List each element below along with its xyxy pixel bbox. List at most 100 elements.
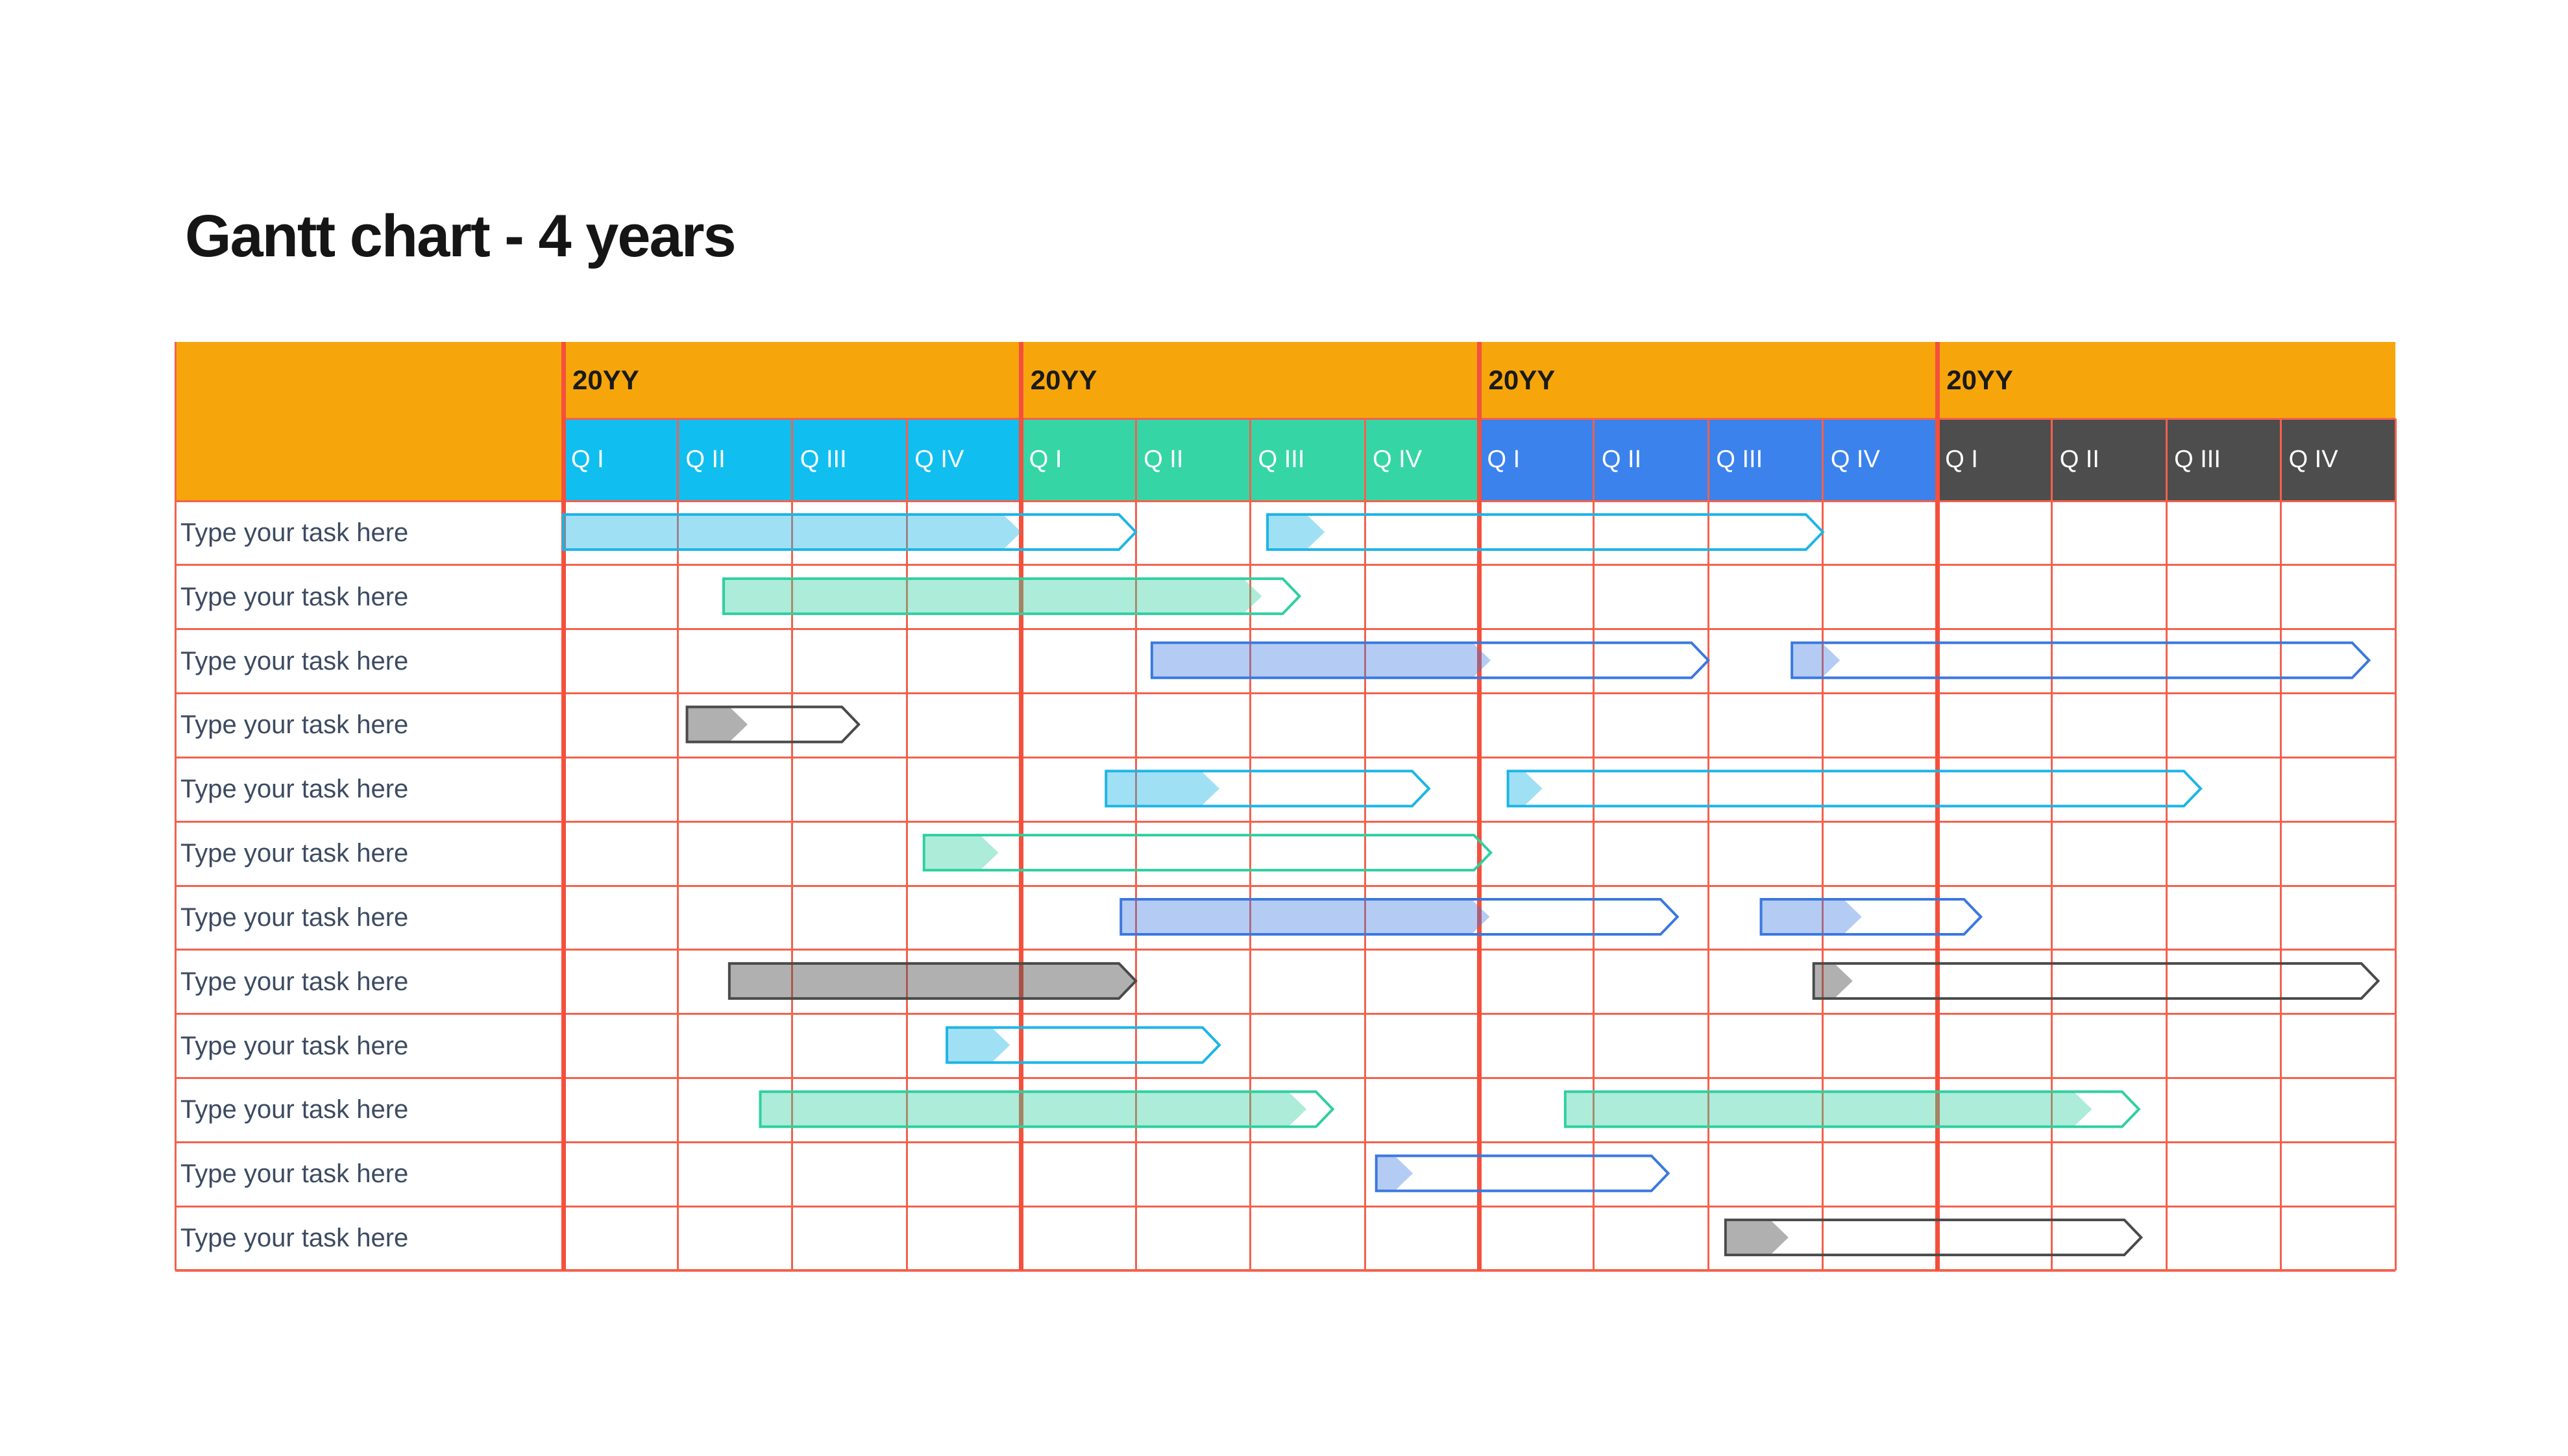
row-grid-line [175,949,2395,951]
gantt-bar-progress-fill[interactable] [1153,644,1491,677]
quarter-grid-line [1822,419,1824,1270]
quarter-grid-line [676,419,679,1270]
quarter-grid-line [1249,419,1252,1270]
task-label-cell[interactable]: Type your task here [180,903,409,932]
gantt-bar-progress-fill[interactable] [1509,772,1543,805]
table-left-border [174,342,177,1270]
row-grid-line [175,884,2395,887]
gantt-bar-progress-fill[interactable] [761,1093,1307,1126]
gantt-bar-progress-fill[interactable] [1726,1221,1789,1254]
row-grid-line [175,820,2395,823]
row-grid-line [175,756,2395,758]
gantt-bar-solid[interactable] [728,962,1138,1000]
page-title: Gantt chart - 4 years [185,203,737,269]
gantt-bar-progress-fill[interactable] [725,579,1262,613]
quarter-grid-line [1593,419,1595,1270]
task-label-cell[interactable]: Type your task here [180,646,409,675]
task-label-cell[interactable]: Type your task here [180,1095,409,1124]
quarter-cell: Q IV [1365,419,1480,501]
quarter-grid-line [1363,419,1366,1270]
gantt-bar-outline[interactable] [1791,641,2371,679]
gantt-bar-progress-fill[interactable] [925,836,999,869]
table-corner-cell [175,342,563,501]
quarter-cell: Q II [1136,419,1251,501]
year-separator-line [1477,342,1482,1270]
gantt-bar-outline[interactable] [1724,1219,2144,1257]
gantt-bar-outline[interactable] [562,513,1138,551]
gantt-bar-outline[interactable] [685,705,861,744]
quarter-cell: Q IV [2281,419,2395,501]
task-label-cell[interactable]: Type your task here [180,710,409,740]
task-label-cell[interactable]: Type your task here [180,839,409,868]
task-label-cell[interactable]: Type your task here [180,1159,409,1189]
gantt-bar-progress-fill[interactable] [1793,644,1840,677]
task-label-cell[interactable]: Type your task here [180,775,409,804]
gantt-bar-outline[interactable] [1375,1154,1670,1193]
year-cell: 20YY [1946,365,2013,395]
gantt-bar-outline[interactable] [1506,770,2203,808]
gantt-bar-outline[interactable] [722,577,1302,615]
quarter-grid-line [1134,419,1137,1270]
task-label-cell[interactable]: Type your task here [180,518,409,547]
gantt-bar-outline[interactable] [1759,898,1983,936]
year-separator-line [561,342,566,1270]
quarter-cell: Q II [2051,419,2167,501]
gantt-bar-progress-fill[interactable] [565,516,1021,548]
quarter-cell: Q IV [907,419,1021,501]
gantt-bar-outline[interactable] [1812,962,2380,1000]
quarter-cell: Q III [2166,419,2281,501]
task-label-cell[interactable]: Type your task here [180,582,409,611]
task-label-cell[interactable]: Type your task here [180,967,409,996]
row-grid-line [175,1205,2395,1207]
quarter-cell: Q I [1021,419,1136,501]
quarter-grid-line [1707,419,1709,1270]
quarter-cell: Q II [1593,419,1709,501]
task-label-cell[interactable]: Type your task here [180,1224,409,1253]
row-grid-line [175,1077,2395,1079]
gantt-bar-outline[interactable] [1150,641,1711,679]
row-grid-line [175,628,2395,631]
gantt-bar-outline[interactable] [759,1090,1335,1128]
gantt-bar-outline[interactable] [1266,513,1825,551]
gantt-bar-progress-fill[interactable] [688,708,748,741]
year-cell: 20YY [572,365,639,395]
row-grid-line [175,1141,2395,1143]
gantt-bar-progress-fill[interactable] [1815,964,1853,997]
gantt-bar-progress-fill[interactable] [1566,1093,2092,1126]
gantt-bar-progress-fill[interactable] [1377,1157,1413,1190]
quarter-cell: Q I [1937,419,2052,501]
gantt-bar-outline[interactable] [946,1026,1221,1064]
quarter-grid-line [2051,419,2053,1270]
quarter-cell: Q II [678,419,792,501]
quarter-grid-line [2280,419,2282,1270]
gantt-bar-progress-fill[interactable] [948,1028,1010,1062]
task-label-cell[interactable]: Type your task here [180,1031,409,1060]
row-grid-line [175,500,2395,502]
year-cell: 20YY [1488,365,1556,395]
quarter-grid-line [905,419,908,1270]
row-grid-line [175,692,2395,694]
quarter-cell: Q I [563,419,678,501]
quarter-cell: Q I [1479,419,1594,501]
gantt-bar-progress-fill[interactable] [1762,901,1862,933]
gantt-bar-outline[interactable] [922,834,1493,872]
quarter-cell: Q III [1250,419,1365,501]
row-grid-line [175,564,2395,566]
year-cell: 20YY [1030,365,1097,395]
quarter-cell: Q III [1708,419,1823,501]
table-right-border [2394,419,2397,1270]
row-grid-line [175,1269,2395,1272]
gantt-bar-outline[interactable] [1119,898,1680,936]
gantt-bar-progress-fill[interactable] [1269,516,1325,548]
gantt-bar-outline[interactable] [1105,770,1431,808]
gantt-bar-progress-fill[interactable] [1122,901,1490,933]
quarter-grid-line [2165,419,2168,1270]
quarter-cell: Q IV [1822,419,1938,501]
quarter-cell: Q III [792,419,907,501]
row-grid-line [175,1013,2395,1015]
gantt-bar-outline[interactable] [1563,1090,2141,1128]
gantt-bar-progress-fill[interactable] [1107,772,1219,805]
quarter-grid-line [791,419,794,1270]
